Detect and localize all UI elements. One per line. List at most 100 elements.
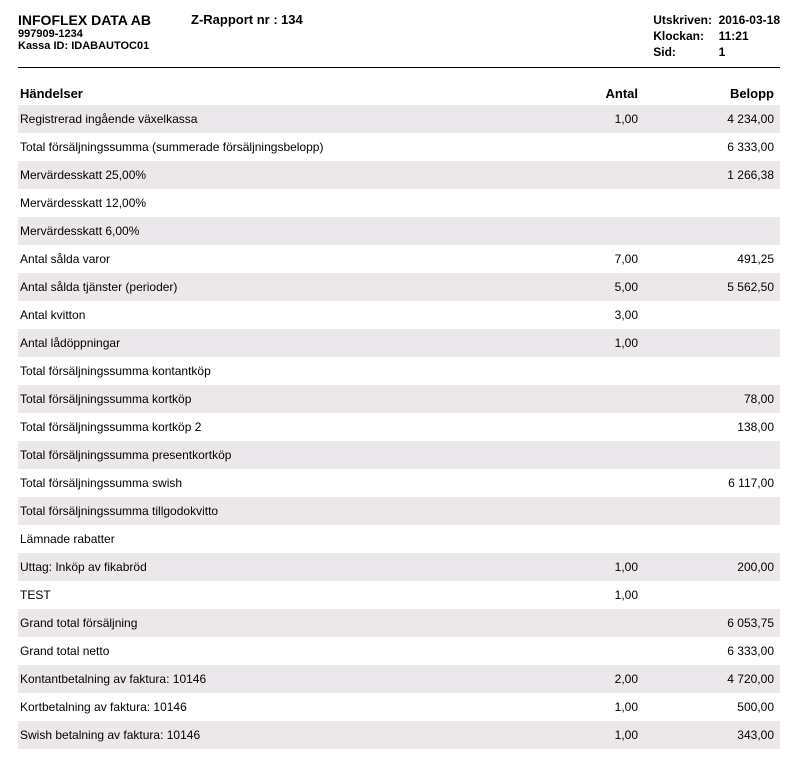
cell-amt (658, 222, 778, 240)
utskriven-value: 2016-03-18 (719, 13, 780, 27)
cell-qty (538, 194, 658, 212)
header-center: Z-Rapport nr : 134 (151, 12, 653, 61)
table-row: Kortbetalning av faktura: 101461,00500,0… (18, 693, 780, 721)
table-row: Total försäljningssumma (summerade försä… (18, 133, 780, 161)
table-row: Registrerad ingående växelkassa1,004 234… (18, 105, 780, 133)
cell-amt (658, 530, 778, 548)
table-row: Total försäljningssumma kontantköp (18, 357, 780, 385)
table-row: Total försäljningssumma kortköp 2 138,00 (18, 413, 780, 441)
table-row: Total försäljningssumma swish 6 117,00 (18, 469, 780, 497)
cell-amt (658, 446, 778, 464)
table-row: Antal sålda tjänster (perioder)5,005 562… (18, 273, 780, 301)
cell-amt (658, 194, 778, 212)
cell-amt: 6 333,00 (658, 642, 778, 660)
cell-amt (658, 586, 778, 604)
meta-utskriven: Utskriven: 2016-03-18 (653, 12, 780, 28)
cell-amt (658, 334, 778, 352)
cell-amt: 1 266,38 (658, 166, 778, 184)
cell-desc: Total försäljningssumma tillgodokvitto (20, 502, 538, 520)
header-left: INFOFLEX DATA AB 997909-1234 Kassa ID: I… (18, 12, 151, 61)
sid-label: Sid: (653, 44, 715, 60)
cell-desc: Lämnade rabatter (20, 530, 538, 548)
cell-desc: Mervärdesskatt 6,00% (20, 222, 538, 240)
cell-desc: Total försäljningssumma kortköp 2 (20, 418, 538, 436)
column-header-desc: Händelser (20, 86, 538, 101)
cell-desc: Uttag: Inköp av fikabröd (20, 558, 538, 576)
cell-qty: 7,00 (538, 250, 658, 268)
meta-sid: Sid: 1 (653, 44, 780, 60)
cell-qty (538, 138, 658, 156)
rapport-nr: 134 (281, 12, 303, 27)
cell-amt: 5 562,50 (658, 278, 778, 296)
cell-amt: 4 234,00 (658, 110, 778, 128)
cell-amt: 200,00 (658, 558, 778, 576)
cell-amt: 491,25 (658, 250, 778, 268)
table-header: Händelser Antal Belopp (18, 82, 780, 105)
cell-qty (538, 418, 658, 436)
cell-desc: Mervärdesskatt 12,00% (20, 194, 538, 212)
table-row: Antal sålda varor7,00491,25 (18, 245, 780, 273)
cell-qty (538, 166, 658, 184)
cell-desc: Total försäljningssumma kontantköp (20, 362, 538, 380)
cell-desc: Total försäljningssumma swish (20, 474, 538, 492)
cell-qty (538, 502, 658, 520)
org-number: 997909-1234 (18, 28, 151, 40)
cell-qty (538, 474, 658, 492)
cell-amt: 343,00 (658, 726, 778, 744)
cell-qty: 1,00 (538, 334, 658, 352)
meta-klockan: Klockan: 11:21 (653, 28, 780, 44)
cell-qty (538, 446, 658, 464)
cell-desc: Kortbetalning av faktura: 10146 (20, 698, 538, 716)
cell-desc: Registrerad ingående växelkassa (20, 110, 538, 128)
cell-amt: 78,00 (658, 390, 778, 408)
cell-desc: Swish betalning av faktura: 10146 (20, 726, 538, 744)
table-row: Lämnade rabatter (18, 525, 780, 553)
kassa-id: IDABAUTOC01 (71, 40, 149, 52)
cell-qty: 5,00 (538, 278, 658, 296)
sid-value: 1 (719, 45, 726, 59)
header-right: Utskriven: 2016-03-18 Klockan: 11:21 Sid… (653, 12, 780, 61)
cell-desc: Grand total netto (20, 642, 538, 660)
report-header: INFOFLEX DATA AB 997909-1234 Kassa ID: I… (18, 12, 780, 68)
table-row: Kontantbetalning av faktura: 101462,004 … (18, 665, 780, 693)
table-row: Mervärdesskatt 12,00% (18, 189, 780, 217)
table-body: Registrerad ingående växelkassa1,004 234… (18, 105, 780, 749)
klockan-label: Klockan: (653, 28, 715, 44)
cell-qty: 1,00 (538, 726, 658, 744)
cell-desc: Total försäljningssumma presentkortköp (20, 446, 538, 464)
cell-qty (538, 222, 658, 240)
table-row: Total försäljningssumma tillgodokvitto (18, 497, 780, 525)
cell-amt: 6 333,00 (658, 138, 778, 156)
cell-desc: Total försäljningssumma (summerade försä… (20, 138, 538, 156)
table-row: Total försäljningssumma kortköp78,00 (18, 385, 780, 413)
cell-qty (538, 642, 658, 660)
table-row: Swish betalning av faktura: 101461,00343… (18, 721, 780, 749)
table-row: Mervärdesskatt 25,00% 1 266,38 (18, 161, 780, 189)
table-row: Total försäljningssumma presentkortköp (18, 441, 780, 469)
utskriven-label: Utskriven: (653, 12, 715, 28)
cell-qty: 1,00 (538, 110, 658, 128)
cell-desc: Mervärdesskatt 25,00% (20, 166, 538, 184)
kassa-line: Kassa ID: IDABAUTOC01 (18, 40, 151, 52)
cell-qty (538, 390, 658, 408)
cell-desc: Kontantbetalning av faktura: 10146 (20, 670, 538, 688)
cell-amt: 4 720,00 (658, 670, 778, 688)
cell-desc: TEST (20, 586, 538, 604)
table-row: Grand total försäljning 6 053,75 (18, 609, 780, 637)
rapport-prefix: Z-Rapport nr : (191, 12, 278, 27)
kassa-prefix: Kassa ID: (18, 40, 68, 52)
cell-amt: 138,00 (658, 418, 778, 436)
cell-desc: Antal kvitton (20, 306, 538, 324)
cell-amt: 6 117,00 (658, 474, 778, 492)
company-name: INFOFLEX DATA AB (18, 12, 151, 28)
cell-qty: 2,00 (538, 670, 658, 688)
cell-desc: Grand total försäljning (20, 614, 538, 632)
table-row: Antal kvitton3,00 (18, 301, 780, 329)
table-row: Uttag: Inköp av fikabröd1,00200,00 (18, 553, 780, 581)
cell-qty (538, 614, 658, 632)
column-header-qty: Antal (538, 86, 658, 101)
cell-qty: 1,00 (538, 698, 658, 716)
cell-amt: 6 053,75 (658, 614, 778, 632)
cell-amt (658, 502, 778, 520)
cell-desc: Antal sålda varor (20, 250, 538, 268)
